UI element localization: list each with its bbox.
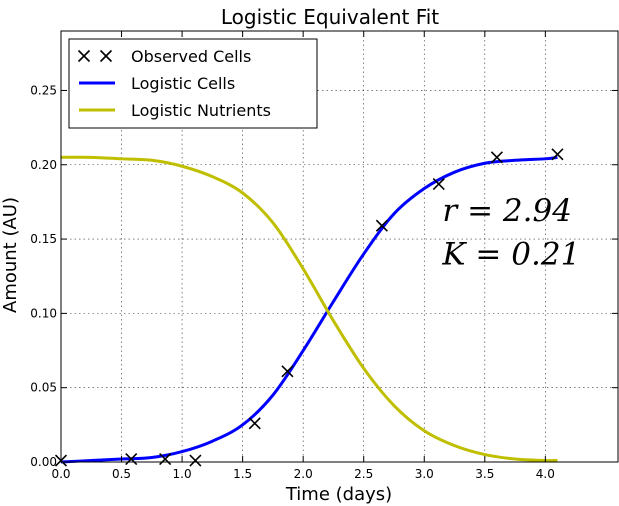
legend-marker bbox=[77, 49, 91, 63]
x-tick-label: 0.5 bbox=[112, 467, 131, 481]
x-axis-label: Time (days) bbox=[285, 484, 392, 505]
logistic-cells-line bbox=[60, 155, 558, 464]
legend-entry-label: Logistic Cells bbox=[131, 74, 235, 93]
axis-ticks: 0.0 0.5 1.0 1.5 2.0 2.5 3.0 3.5 4.0 0.00 0.05 0.10 0… bbox=[30, 31, 618, 481]
observed-cell-point bbox=[375, 219, 388, 232]
x-tick-label: 2.5 bbox=[354, 467, 373, 481]
y-tick-label: 0.00 bbox=[30, 455, 57, 469]
x-tick-label: 1.5 bbox=[233, 467, 252, 481]
series-layer bbox=[54, 148, 564, 467]
observed-cell-point bbox=[432, 178, 445, 191]
legend-entry-label: Observed Cells bbox=[131, 47, 251, 66]
x-tick-label: 0.0 bbox=[51, 467, 70, 481]
x-tick-label: 2.0 bbox=[294, 467, 313, 481]
y-tick-label: 0.20 bbox=[30, 158, 57, 172]
y-tick-label: 0.15 bbox=[30, 232, 57, 246]
x-marker-stroke bbox=[432, 178, 445, 191]
x-marker-stroke bbox=[490, 151, 503, 164]
x-tick-label: 4.0 bbox=[536, 467, 555, 481]
x-tick-label: 1.0 bbox=[173, 467, 192, 481]
legend-entry-label: Logistic Nutrients bbox=[131, 101, 271, 120]
fit-annotation: K = 0.21 bbox=[441, 236, 580, 272]
y-tick-label: 0.10 bbox=[30, 306, 57, 320]
fit-annotation: r = 2.94 bbox=[442, 193, 572, 229]
y-axis-label: Amount (AU) bbox=[0, 197, 21, 313]
x-marker-stroke bbox=[375, 219, 388, 232]
logistic-nutrients-line bbox=[60, 155, 558, 463]
observed-cell-point bbox=[125, 452, 138, 466]
x-marker-stroke bbox=[248, 417, 261, 430]
x-marker-stroke bbox=[551, 148, 564, 161]
x-marker-stroke bbox=[281, 365, 294, 378]
legend: Observed Cells Logistic Cells Logistic Nut… bbox=[68, 38, 318, 129]
observed-cell-point bbox=[281, 365, 294, 378]
x-marker-stroke bbox=[125, 452, 138, 466]
x-tick-label: 3.0 bbox=[415, 467, 434, 481]
fit-annotations: r = 2.94 K = 0.21 bbox=[441, 193, 580, 272]
chart-title: Logistic Equivalent Fit bbox=[221, 5, 439, 29]
observed-cell-point bbox=[248, 417, 261, 430]
x-marker-stroke bbox=[189, 454, 202, 467]
observed-cell-point bbox=[551, 148, 564, 161]
x-marker-stroke bbox=[159, 452, 172, 466]
legend-marker bbox=[99, 49, 113, 63]
y-tick-label: 0.05 bbox=[30, 381, 57, 395]
observed-cell-point bbox=[159, 452, 172, 466]
observed-cell-point bbox=[490, 151, 503, 164]
observed-cell-point bbox=[189, 454, 202, 467]
plot-frame bbox=[60, 30, 619, 463]
x-tick-label: 3.5 bbox=[475, 467, 494, 481]
y-tick-label: 0.25 bbox=[30, 83, 57, 97]
